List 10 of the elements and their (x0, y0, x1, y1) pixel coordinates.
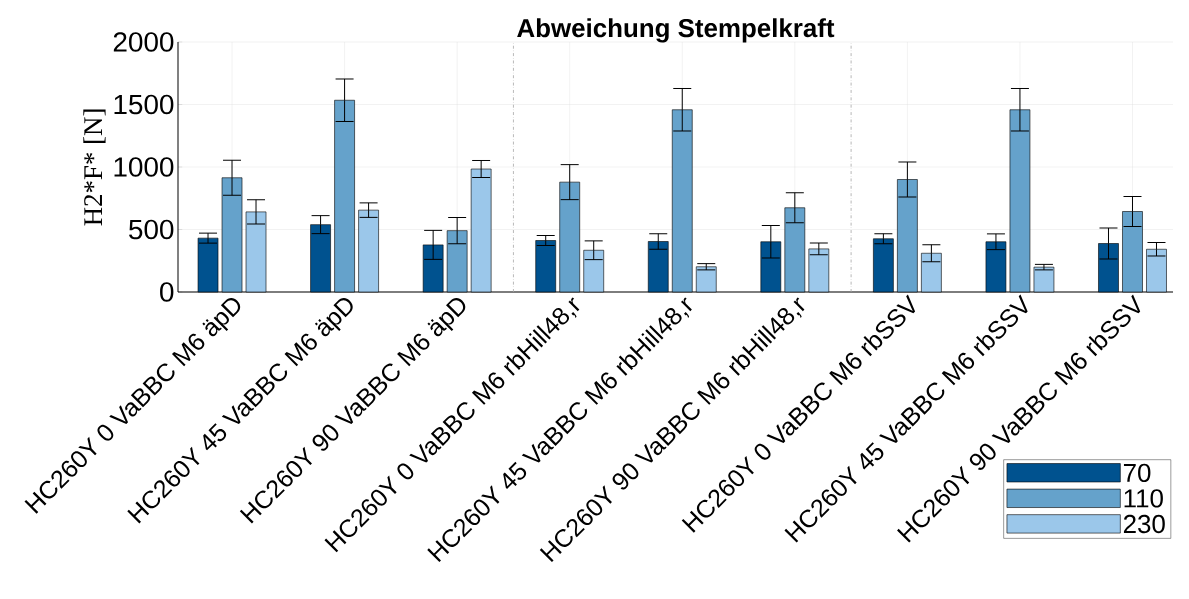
y-axis-title: H2*F* [N] (83, 109, 106, 226)
y-tick-label: 1500 (114, 94, 174, 115)
y-tick-label: 0 (160, 282, 174, 302)
y-tick-label: 500 (129, 219, 174, 240)
y-tick-label: 1000 (114, 157, 174, 177)
y-tick-label: 2000 (113, 32, 174, 52)
legend-label: 70 (1123, 463, 1151, 483)
chart-title: Abweichung Stempelkraft (517, 18, 835, 43)
legend-label: 110 (1124, 489, 1163, 508)
legend-label: 230 (1123, 514, 1165, 534)
